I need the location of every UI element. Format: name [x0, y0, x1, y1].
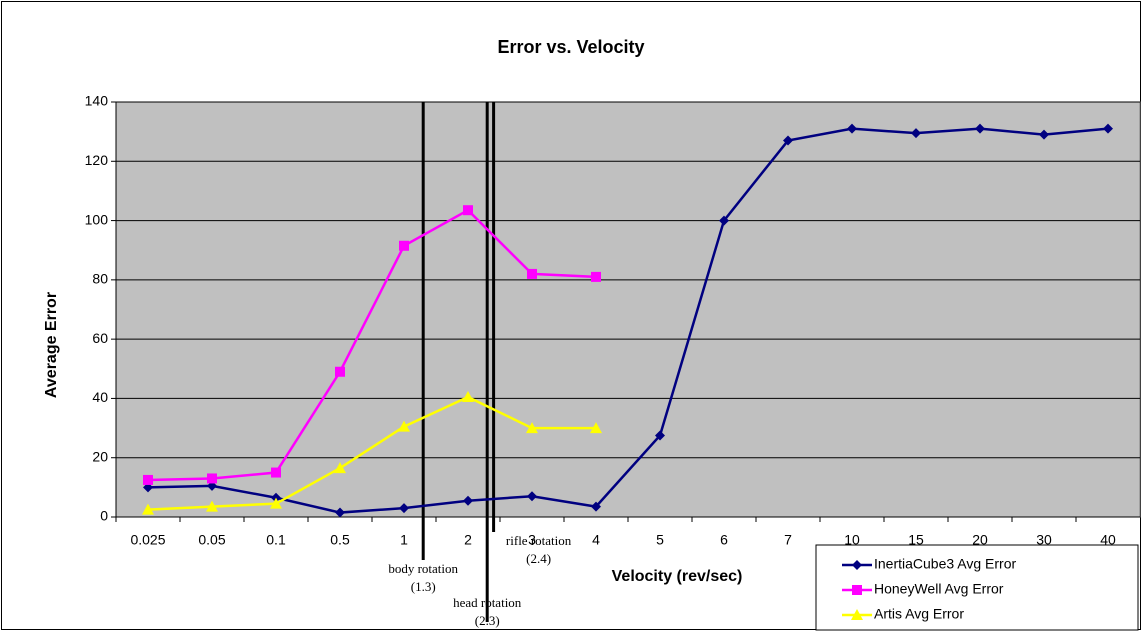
marker [142, 503, 154, 515]
marker [271, 467, 281, 478]
y-tick-label: 120 [85, 152, 109, 168]
marker [1103, 123, 1113, 134]
x-tick-label: 0.5 [330, 532, 350, 548]
series-line [147, 127, 1109, 514]
marker [527, 268, 537, 279]
plot-area [115, 101, 1141, 518]
chart-title: Error vs. Velocity [497, 37, 644, 57]
marker [399, 240, 409, 251]
marker [847, 123, 857, 134]
annotation-value: (1.3) [411, 579, 436, 594]
series-line [147, 208, 597, 482]
y-tick-label: 40 [92, 389, 108, 405]
x-tick-label: 7 [784, 532, 792, 548]
marker [335, 366, 345, 377]
x-tick-label: 3 [528, 532, 536, 548]
annotation-value: (2.3) [475, 613, 500, 628]
marker [591, 501, 601, 512]
x-tick-label: 0.025 [130, 532, 165, 548]
legend-label: HoneyWell Avg Error [874, 581, 1004, 597]
marker [590, 422, 602, 434]
series-line [147, 395, 596, 511]
x-tick-label: 0.1 [266, 532, 286, 548]
x-tick-label: 4 [592, 532, 600, 548]
x-tick-label: 30 [1036, 532, 1052, 548]
marker [206, 500, 218, 512]
annotation-text: body rotation [388, 561, 458, 576]
marker [852, 585, 862, 595]
marker [462, 390, 474, 402]
marker [270, 497, 282, 509]
marker [527, 491, 537, 502]
y-tick-label: 80 [92, 271, 108, 287]
x-tick-label: 40 [1100, 532, 1116, 548]
marker [335, 507, 345, 518]
marker [399, 503, 409, 514]
x-tick-label: 5 [656, 532, 664, 548]
marker [526, 422, 538, 434]
y-axis-label: Average Error [43, 292, 60, 398]
legend-label: InertiaCube3 Avg Error [874, 556, 1016, 572]
marker [334, 462, 346, 474]
legend-label: Artis Avg Error [874, 606, 964, 622]
y-tick-label: 140 [85, 93, 109, 109]
marker [207, 473, 217, 484]
marker [463, 495, 473, 506]
x-tick-label: 1 [400, 532, 408, 548]
y-tick-label: 60 [92, 330, 108, 346]
y-tick-label: 0 [100, 508, 108, 524]
marker [591, 271, 601, 282]
x-tick-label: 0.05 [198, 532, 225, 548]
marker [783, 135, 793, 146]
marker [1039, 129, 1049, 140]
marker [975, 123, 985, 134]
marker [852, 560, 862, 570]
annotation-text: head rotation [453, 595, 522, 610]
marker [398, 420, 410, 432]
annotation-value: (2.4) [526, 551, 551, 566]
x-tick-label: 10 [844, 532, 860, 548]
marker [911, 128, 921, 139]
annotation-text: rifle rotation [506, 533, 572, 548]
marker [851, 609, 863, 620]
x-tick-label: 6 [720, 532, 728, 548]
x-axis-label: Velocity (rev/sec) [612, 568, 743, 585]
x-tick-label: 20 [972, 532, 988, 548]
marker [463, 205, 473, 216]
marker [143, 474, 153, 485]
x-tick-label: 15 [908, 532, 924, 548]
marker [655, 430, 665, 441]
x-tick-label: 2 [464, 532, 472, 548]
y-tick-label: 100 [85, 211, 109, 227]
marker [719, 215, 729, 226]
y-tick-label: 20 [92, 448, 108, 464]
